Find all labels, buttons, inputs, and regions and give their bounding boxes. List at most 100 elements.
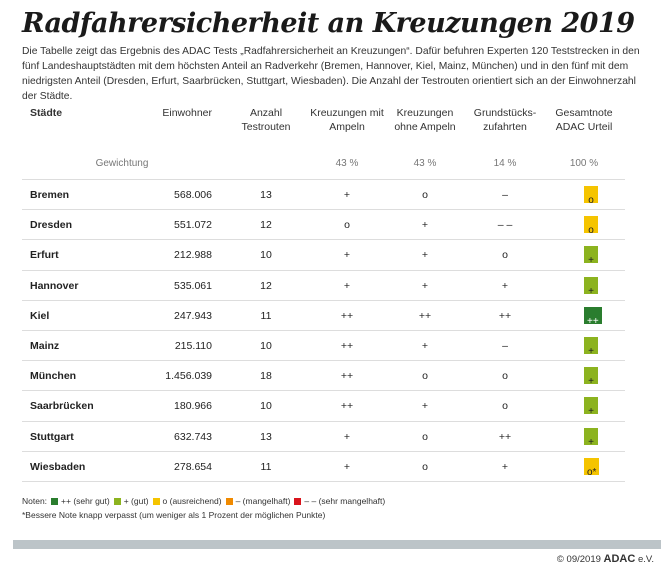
table-row: Stuttgart 632.743 13 + o ++ + xyxy=(22,422,625,452)
cell-grund: + xyxy=(501,460,509,473)
cell-mit: ++ xyxy=(340,370,354,383)
cell-grund: ++ xyxy=(498,430,512,443)
cell-routes: 13 xyxy=(260,430,272,443)
cell-routes: 13 xyxy=(260,189,272,201)
cell-mit: + xyxy=(343,430,351,443)
cell-grund: o xyxy=(502,249,508,262)
column-header: Kreuzungen ohne Ampeln xyxy=(394,107,456,133)
cell-routes: 11 xyxy=(260,309,272,322)
legend-label: Noten: xyxy=(22,496,48,506)
cell-city: Erfurt xyxy=(30,249,59,262)
grade-badge: + xyxy=(584,336,598,357)
column-header: Einwohner xyxy=(162,107,212,119)
grade-badge: + xyxy=(584,276,598,297)
legend-swatch xyxy=(113,498,121,506)
cell-routes: 12 xyxy=(260,279,272,292)
cell-grund: – xyxy=(502,189,508,201)
footer-bar xyxy=(13,540,661,549)
cell-mit: ++ xyxy=(340,339,354,352)
cell-pop: 632.743 xyxy=(174,430,212,443)
cell-city: Saarbrücken xyxy=(30,400,94,413)
cell-city: Bremen xyxy=(30,189,70,201)
cell-city: Dresden xyxy=(30,219,73,232)
cell-pop: 180.966 xyxy=(174,400,212,413)
table-row: Saarbrücken 180.966 10 ++ + o + xyxy=(22,391,625,422)
cell-grund: o xyxy=(502,400,508,413)
cell-city: Hannover xyxy=(30,279,79,292)
legend-item: ++ (sehr gut) xyxy=(61,496,110,506)
legend-item: o (ausreichend) xyxy=(162,496,222,506)
cell-mit: o xyxy=(344,219,350,232)
table-row: Mainz 215.110 10 ++ + – + xyxy=(22,331,625,362)
cell-pop: 1.456.039 xyxy=(165,370,212,383)
cell-routes: 18 xyxy=(260,370,272,383)
cell-grund: o xyxy=(502,370,508,383)
cell-city: Mainz xyxy=(30,339,60,352)
table-row: Hannover 535.061 12 + + + + xyxy=(22,271,625,301)
cell-ohne: + xyxy=(421,219,429,232)
cell-grund: + xyxy=(501,279,509,292)
cell-mit: + xyxy=(343,189,351,201)
intro-text: Die Tabelle zeigt das Ergebnis des ADAC … xyxy=(22,46,640,102)
grade-badge: o xyxy=(584,216,598,236)
cell-city: Kiel xyxy=(30,309,50,322)
cell-pop: 215.110 xyxy=(174,339,212,352)
legend-item: + (gut) xyxy=(123,496,149,506)
cell-ohne: o xyxy=(422,460,428,473)
cell-mit: ++ xyxy=(340,309,354,322)
grade-badge: + xyxy=(584,367,598,387)
cell-pop: 535.061 xyxy=(174,279,212,292)
table-row: Bremen 568.006 13 + o – o xyxy=(22,180,625,211)
column-header: Gesamtnote ADAC Urteil xyxy=(555,107,613,133)
weighting-value: 14 % xyxy=(493,158,517,169)
page-title: Radfahrersicherheit an Kreuzungen 2019 xyxy=(22,8,635,39)
results-table: Städte Einwohner Anzahl Testrouten Kreuzung… xyxy=(22,106,625,482)
legend-swatch xyxy=(51,498,59,506)
legend-swatch xyxy=(225,498,233,506)
cell-routes: 10 xyxy=(260,249,272,262)
cell-ohne: ++ xyxy=(418,309,432,322)
table-row: München 1.456.039 18 ++ o o + xyxy=(22,361,625,392)
grade-badge: ++ xyxy=(584,306,602,327)
table-row: Dresden 551.072 12 o + – – o xyxy=(22,210,625,241)
cell-pop: 278.654 xyxy=(174,460,212,473)
legend-item: – (mangelhaft) xyxy=(235,496,291,506)
cell-routes: 12 xyxy=(260,219,272,232)
cell-pop: 212.988 xyxy=(174,249,212,262)
cell-grund: – xyxy=(502,339,508,352)
cell-pop: 568.006 xyxy=(174,189,212,201)
grade-badge: o* xyxy=(584,457,600,478)
weighting-value: 43 % xyxy=(413,158,437,169)
column-header: Städte xyxy=(30,107,63,119)
weighting-value: 43 % xyxy=(335,158,359,169)
cell-ohne: + xyxy=(421,400,429,413)
cell-grund: ++ xyxy=(498,309,512,322)
cell-routes: 10 xyxy=(260,400,272,413)
legend: Noten: ++ (sehr gut) + (gut) o (ausreichend… xyxy=(22,496,385,506)
column-header: Kreuzungen mit Ampeln xyxy=(310,107,384,133)
cell-routes: 11 xyxy=(260,460,272,473)
table-row: Wiesbaden 278.654 11 + o + o* xyxy=(22,452,625,482)
table-row: Erfurt 212.988 10 + + o + xyxy=(22,240,625,271)
grade-badge: + xyxy=(584,427,598,448)
cell-pop: 247.943 xyxy=(174,309,212,322)
column-header: Grundstücks- zufahrten xyxy=(473,107,537,133)
cell-mit: + xyxy=(343,279,351,292)
cell-mit: + xyxy=(343,460,351,473)
weighting-label: Gewichtung xyxy=(95,158,149,169)
weighting-value: 100 % xyxy=(569,158,599,169)
table-row: Kiel 247.943 11 ++ ++ ++ ++ xyxy=(22,301,625,331)
legend-swatch xyxy=(152,498,160,506)
grade-badge: o xyxy=(584,186,598,206)
copyright-text: © 09/2019 xyxy=(556,554,601,565)
footnote: *Bessere Note knapp verpasst (um weniger… xyxy=(22,510,326,520)
cell-routes: 10 xyxy=(260,339,272,352)
cell-grund: – – xyxy=(497,219,513,232)
cell-pop: 551.072 xyxy=(174,219,212,232)
weighting-row: Gewichtung 43 % 43 % 14 % 100 % xyxy=(22,154,625,180)
copyright: © 09/2019 ADAC e.V. xyxy=(557,553,654,565)
cell-ohne: + xyxy=(421,249,429,262)
grade-badge: + xyxy=(584,246,598,266)
cell-city: München xyxy=(30,370,77,383)
cell-ohne: o xyxy=(422,189,428,201)
